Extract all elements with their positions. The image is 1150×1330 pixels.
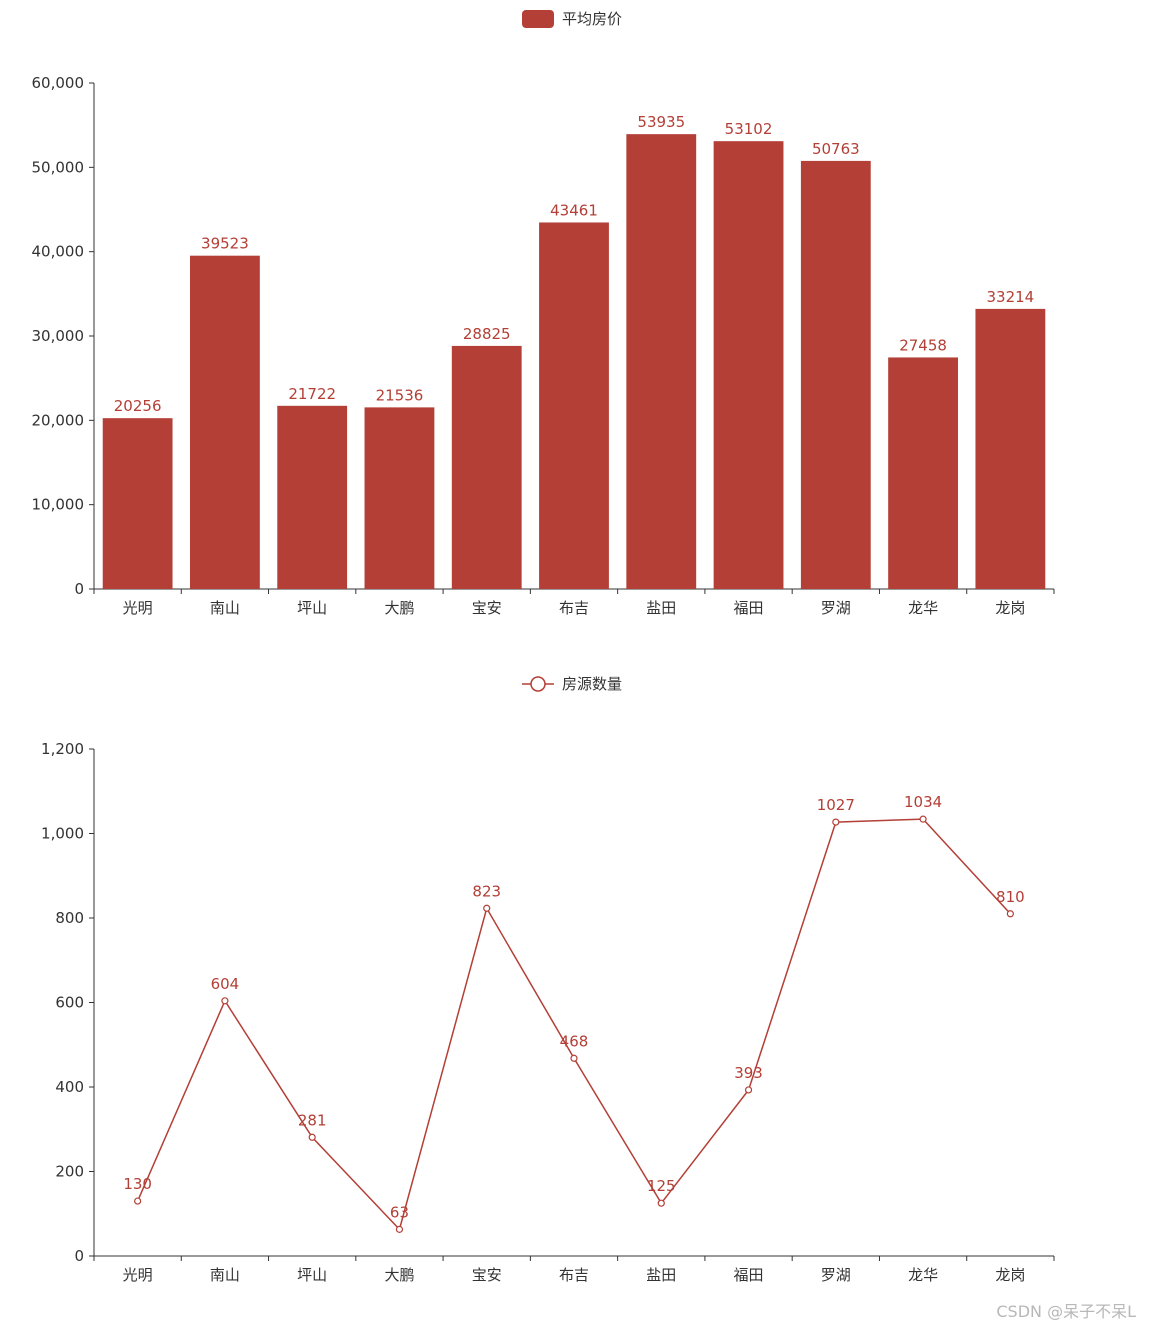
y-tick-label: 30,000 — [32, 327, 85, 345]
bar — [539, 222, 609, 590]
bar — [364, 407, 435, 589]
x-tick-label: 福田 — [734, 599, 764, 617]
y-tick-label: 400 — [55, 1078, 84, 1096]
y-tick-label: 1,000 — [41, 825, 84, 843]
legend-label: 房源数量 — [562, 675, 622, 693]
bar — [800, 160, 871, 590]
bar-chart-average-price: 平均房价 0 10,000 20,000 30,000 40,000 50,000 60,00… — [32, 10, 1055, 617]
data-point — [134, 1197, 142, 1205]
point-value-label: 810 — [996, 888, 1025, 906]
bar — [190, 255, 260, 589]
bar-value-label: 43461 — [550, 201, 598, 219]
y-tick-label: 60,000 — [32, 74, 85, 92]
data-point — [744, 1086, 753, 1094]
bar-value-label: 50763 — [812, 140, 860, 158]
bar-value-label: 21536 — [376, 386, 424, 404]
legend-marker — [530, 676, 546, 692]
y-tick-label: 40,000 — [32, 243, 85, 261]
point-value-label: 1027 — [817, 796, 855, 814]
point-value-label: 281 — [298, 1111, 327, 1129]
data-point — [1006, 910, 1014, 918]
x-tick-label: 罗湖 — [821, 1266, 851, 1284]
point-value-label: 130 — [123, 1175, 152, 1193]
bar-value-label: 27458 — [899, 336, 947, 354]
series-line — [136, 818, 1011, 1231]
point-value-label: 393 — [734, 1064, 763, 1082]
point-value-label: 1034 — [904, 793, 942, 811]
y-tick-label: 600 — [55, 994, 84, 1012]
x-tick-label: 盐田 — [646, 1266, 676, 1284]
data-point — [221, 997, 229, 1005]
y-tick-label: 20,000 — [32, 411, 85, 429]
y-tick-label: 0 — [74, 1247, 84, 1265]
bar — [626, 134, 697, 589]
bar-value-label: 20256 — [114, 397, 162, 415]
x-tick-label: 坪山 — [297, 599, 327, 617]
point-value-label: 823 — [472, 882, 501, 900]
x-tick-label: 宝安 — [472, 599, 502, 617]
y-tick-label: 0 — [74, 580, 84, 598]
bar — [713, 141, 784, 589]
x-tick-label: 布吉 — [559, 599, 589, 617]
bar — [451, 345, 522, 589]
x-tick-label: 龙岗 — [995, 599, 1025, 617]
bar — [975, 308, 1046, 589]
data-point — [570, 1054, 578, 1062]
point-value-label: 468 — [560, 1032, 589, 1050]
watermark: CSDN @呆子不呆L — [996, 1302, 1136, 1321]
x-tick-label: 龙华 — [908, 599, 938, 617]
x-tick-label: 龙华 — [908, 1266, 938, 1284]
x-tick-label: 南山 — [210, 599, 240, 617]
bar-value-label: 53102 — [725, 120, 773, 138]
legend: 房源数量 — [522, 675, 622, 693]
x-tick-label: 盐田 — [646, 599, 676, 617]
bar — [277, 405, 348, 589]
y-tick-label: 1,200 — [41, 740, 84, 758]
data-point — [657, 1199, 665, 1207]
x-tick-label: 大鹏 — [384, 599, 414, 617]
point-value-label: 63 — [390, 1203, 409, 1221]
y-tick-label: 10,000 — [32, 496, 85, 514]
x-tick-label: 坪山 — [297, 1266, 327, 1284]
bar-value-label: 53935 — [637, 113, 685, 131]
legend-label: 平均房价 — [562, 10, 622, 28]
point-value-label: 604 — [211, 975, 240, 993]
x-tick-label: 光明 — [123, 1266, 153, 1284]
legend: 平均房价 — [522, 10, 622, 28]
data-point — [395, 1225, 404, 1233]
y-tick-label: 200 — [55, 1163, 84, 1181]
x-tick-label: 福田 — [734, 1266, 764, 1284]
x-tick-label: 光明 — [123, 599, 153, 617]
bar-value-label: 28825 — [463, 325, 511, 343]
x-tick-label: 南山 — [210, 1266, 240, 1284]
y-tick-label: 800 — [55, 909, 84, 927]
bar-value-label: 21722 — [288, 385, 336, 403]
x-tick-label: 龙岗 — [995, 1266, 1025, 1284]
data-point — [308, 1133, 316, 1141]
line-chart-listing-count: 房源数量 0 200 400 600 800 1,000 1,200 光明 南山 坪山 大鹏 宝安 布吉 盐… — [41, 675, 1055, 1284]
x-tick-label: 大鹏 — [384, 1266, 414, 1284]
data-point — [919, 815, 927, 823]
bar — [888, 357, 958, 589]
point-value-label: 125 — [647, 1177, 676, 1195]
y-tick-label: 50,000 — [32, 158, 85, 176]
legend-swatch — [522, 10, 554, 28]
bar-value-label: 33214 — [987, 288, 1035, 306]
x-tick-label: 布吉 — [559, 1266, 589, 1284]
x-tick-label: 罗湖 — [821, 599, 851, 617]
bar — [102, 418, 173, 589]
bar-value-label: 39523 — [201, 235, 249, 253]
x-tick-label: 宝安 — [472, 1266, 502, 1284]
data-point — [832, 818, 840, 826]
data-point — [483, 904, 491, 912]
